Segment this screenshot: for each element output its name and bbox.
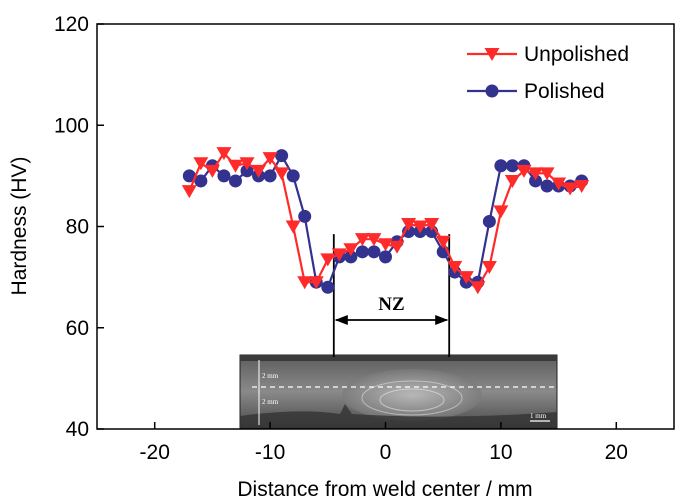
x-tick-label: 20 bbox=[605, 441, 628, 464]
polished-point bbox=[194, 174, 208, 188]
unpolished-point bbox=[389, 240, 405, 254]
unpolished-point bbox=[193, 157, 209, 171]
polished-point bbox=[379, 250, 392, 264]
unpolished-series bbox=[181, 147, 590, 295]
polished-point bbox=[217, 169, 231, 183]
unpolished-point bbox=[516, 164, 532, 178]
stir-zone-nugget bbox=[342, 369, 482, 421]
unpolished-point bbox=[320, 253, 336, 267]
macrograph-bottom-edge bbox=[240, 404, 557, 428]
unpolished-point bbox=[484, 48, 500, 61]
inset-scale-label-top: 2 mm bbox=[262, 372, 279, 380]
y-tick-label: 80 bbox=[66, 216, 89, 239]
unpolished-point bbox=[378, 238, 393, 252]
unpolished-point bbox=[493, 205, 509, 219]
inset-scale-label-1mm: 1 mm bbox=[530, 412, 547, 420]
polished-point bbox=[344, 250, 358, 264]
polished-point bbox=[321, 280, 335, 294]
axis-ticks: -20 -10 0 10 20 40 60 80 100 120 bbox=[54, 13, 628, 464]
x-tick-label: -10 bbox=[255, 441, 285, 464]
polished-point bbox=[263, 169, 277, 183]
unpolished-point bbox=[308, 276, 324, 290]
inset-scale-label-bottom: 2 mm bbox=[262, 398, 279, 406]
data-series bbox=[181, 147, 590, 295]
unpolished-point bbox=[251, 164, 267, 178]
legend-polished-label: Polished bbox=[524, 80, 605, 103]
unpolished-point bbox=[331, 248, 347, 262]
stir-zone-ring bbox=[379, 388, 445, 412]
unpolished-point bbox=[366, 233, 382, 247]
unpolished-point bbox=[227, 159, 243, 173]
polished-point bbox=[275, 149, 289, 163]
unpolished-point bbox=[481, 261, 497, 274]
x-tick-label: 0 bbox=[380, 441, 392, 464]
x-tick-label: -20 bbox=[140, 441, 170, 464]
polished-point bbox=[482, 214, 496, 228]
polished-point bbox=[298, 209, 312, 223]
weld-macrograph-inset: 2 mm 2 mm 1 mm bbox=[239, 354, 558, 429]
unpolished-point bbox=[181, 185, 197, 199]
y-tick-label: 120 bbox=[54, 13, 89, 36]
unpolished-point bbox=[562, 182, 578, 196]
nz-arrowhead-left bbox=[334, 315, 348, 325]
polished-point bbox=[228, 174, 242, 188]
unpolished-point bbox=[551, 177, 567, 191]
unpolished-point bbox=[470, 281, 486, 295]
polished-point bbox=[529, 174, 543, 188]
macrograph-top-band bbox=[240, 355, 557, 361]
unpolished-point bbox=[458, 271, 474, 285]
y-tick-label: 60 bbox=[66, 317, 89, 340]
legend: Unpolished Polished bbox=[467, 43, 629, 103]
unpolished-point bbox=[354, 233, 370, 247]
unpolished-point bbox=[274, 167, 290, 181]
unpolished-point bbox=[401, 217, 417, 231]
y-tick-label: 100 bbox=[54, 114, 89, 137]
unpolished-point bbox=[262, 152, 278, 166]
unpolished-point bbox=[204, 164, 220, 178]
polished-point bbox=[367, 245, 381, 259]
unpolished-point bbox=[412, 220, 428, 234]
unpolished-point bbox=[343, 243, 359, 257]
x-axis-title: Distance from weld center / mm bbox=[237, 478, 532, 501]
unpolished-point bbox=[297, 276, 313, 290]
x-tick-label: 10 bbox=[489, 441, 512, 464]
y-tick-label: 40 bbox=[66, 418, 89, 441]
polished-point bbox=[505, 159, 519, 173]
stir-zone-ring bbox=[361, 380, 463, 416]
unpolished-point bbox=[216, 147, 232, 161]
unpolished-point bbox=[239, 157, 255, 171]
polished-point bbox=[182, 169, 196, 183]
legend-unpolished-label: Unpolished bbox=[524, 43, 629, 66]
nz-arrowhead-right bbox=[435, 315, 449, 325]
nz-label: NZ bbox=[378, 294, 404, 315]
unpolished-point bbox=[424, 217, 440, 231]
unpolished-point bbox=[528, 167, 544, 181]
unpolished-point bbox=[504, 174, 520, 188]
y-axis-title: Hardness (HV) bbox=[8, 157, 31, 296]
unpolished-point bbox=[435, 235, 451, 249]
polished-point bbox=[240, 164, 254, 178]
unpolished-point bbox=[574, 180, 590, 193]
unpolished-point bbox=[285, 220, 301, 234]
polished-point bbox=[286, 169, 300, 183]
unpolished-point bbox=[447, 261, 463, 274]
polished-point bbox=[485, 84, 499, 98]
polished-point bbox=[494, 159, 508, 173]
unpolished-point bbox=[539, 167, 555, 181]
polished-point bbox=[355, 245, 369, 259]
polished-point bbox=[540, 179, 554, 193]
